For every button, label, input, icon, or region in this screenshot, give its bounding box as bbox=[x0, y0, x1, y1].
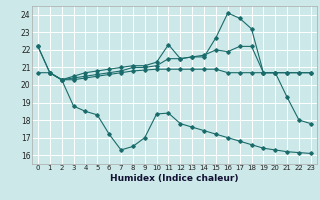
X-axis label: Humidex (Indice chaleur): Humidex (Indice chaleur) bbox=[110, 174, 239, 183]
